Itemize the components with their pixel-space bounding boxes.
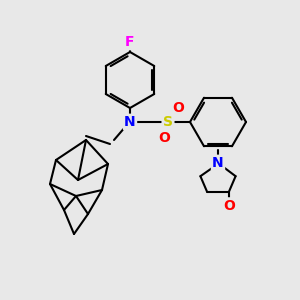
Text: O: O bbox=[158, 131, 170, 145]
Text: S: S bbox=[163, 115, 173, 129]
Text: O: O bbox=[172, 101, 184, 115]
Text: N: N bbox=[124, 115, 136, 129]
Text: F: F bbox=[125, 35, 135, 49]
Text: N: N bbox=[212, 156, 224, 170]
Text: O: O bbox=[223, 199, 235, 213]
